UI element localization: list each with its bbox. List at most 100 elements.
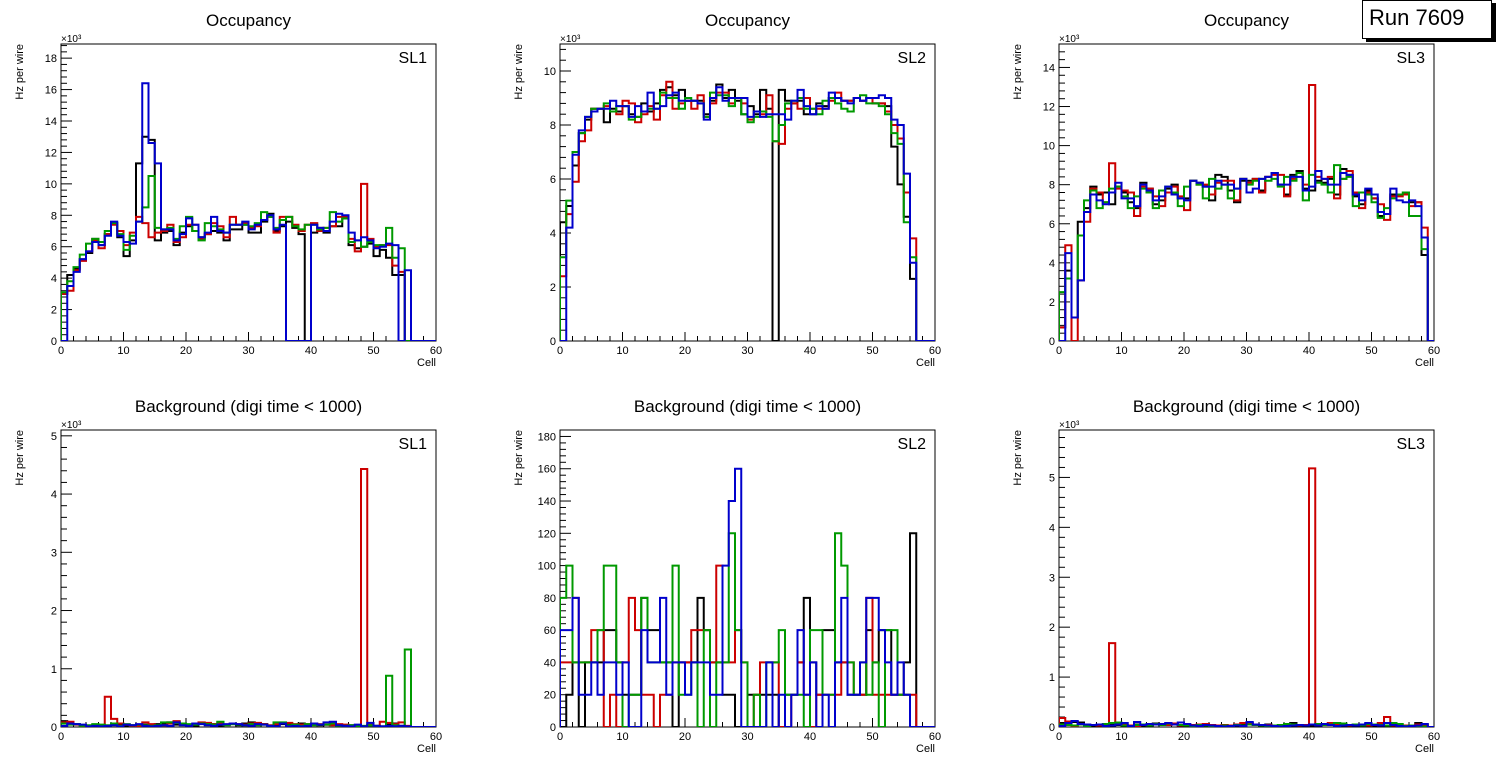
y-exponent-label: ×10³: [1059, 420, 1080, 431]
series-layer4: [1059, 170, 1434, 341]
x-tick-label: 50: [367, 731, 379, 743]
series-layer4: [1059, 720, 1434, 727]
y-tick-label: 0: [550, 336, 556, 348]
superlayer-label: SL3: [1397, 436, 1426, 453]
y-axis-label: Hz per wire: [1012, 430, 1024, 486]
y-tick-label: 6: [550, 174, 556, 186]
y-tick-label: 14: [45, 116, 57, 128]
x-tick-label: 0: [58, 731, 64, 743]
histogram-panel-sl2-background: Background (digi time < 1000) 0 10 20 30 40 50…: [513, 397, 941, 755]
y-tick-label: 40: [544, 657, 556, 669]
x-tick-label: 50: [866, 731, 878, 743]
x-tick-label: 10: [1115, 345, 1127, 357]
y-tick-label: 0: [1049, 722, 1055, 734]
x-axis-label: Cell: [916, 743, 935, 755]
y-tick-label: 4: [1049, 258, 1055, 270]
x-tick-label: 60: [929, 731, 941, 743]
x-tick-label: 0: [557, 731, 563, 743]
y-exponent-label: ×10³: [560, 34, 581, 45]
run-number-box: Run 7609: [1362, 0, 1492, 39]
x-tick-label: 50: [367, 345, 379, 357]
x-tick-label: 10: [117, 345, 129, 357]
y-tick-label: 0: [51, 722, 57, 734]
series-layer3: [61, 648, 436, 727]
x-tick-label: 20: [1178, 731, 1190, 743]
y-tick-label: 140: [538, 496, 556, 508]
x-tick-label: 30: [1240, 731, 1252, 743]
y-tick-label: 4: [51, 489, 57, 501]
x-tick-label: 10: [1115, 731, 1127, 743]
y-axis-label: Hz per wire: [14, 430, 26, 486]
y-exponent-label: ×10³: [61, 34, 82, 45]
x-tick-label: 20: [679, 345, 691, 357]
x-tick-label: 20: [679, 731, 691, 743]
x-tick-label: 30: [1240, 345, 1252, 357]
y-tick-label: 20: [544, 690, 556, 702]
y-tick-label: 2: [51, 606, 57, 618]
y-tick-label: 3: [1049, 572, 1055, 584]
y-axis-label: Hz per wire: [14, 44, 26, 100]
y-tick-label: 16: [45, 85, 57, 97]
x-tick-label: 30: [741, 345, 753, 357]
x-tick-label: 30: [242, 345, 254, 357]
superlayer-label: SL2: [898, 50, 927, 67]
x-axis-label: Cell: [417, 357, 436, 369]
y-axis-label: Hz per wire: [1012, 44, 1024, 100]
y-tick-label: 160: [538, 464, 556, 476]
x-tick-label: 50: [1365, 731, 1377, 743]
y-axis-label: Hz per wire: [513, 44, 525, 100]
run-number-label: Run 7609: [1369, 5, 1465, 30]
y-tick-label: 6: [51, 242, 57, 254]
y-tick-label: 80: [544, 593, 556, 605]
x-tick-label: 0: [1056, 345, 1062, 357]
x-tick-label: 60: [929, 345, 941, 357]
x-tick-label: 30: [741, 731, 753, 743]
plot-frame: [559, 43, 936, 342]
series-layer4: [61, 82, 436, 341]
y-tick-label: 120: [538, 528, 556, 540]
y-tick-label: 1: [1049, 672, 1055, 684]
y-tick-label: 1: [51, 664, 57, 676]
x-tick-label: 40: [1303, 345, 1315, 357]
x-tick-label: 20: [180, 731, 192, 743]
series-layer2: [1059, 467, 1434, 727]
x-tick-label: 60: [430, 731, 442, 743]
series-layer2: [61, 468, 436, 727]
x-tick-label: 30: [242, 731, 254, 743]
plot-frame: [60, 429, 437, 728]
y-tick-label: 4: [550, 228, 556, 240]
histogram-panel-sl3-background: Background (digi time < 1000)0 10 20 30 40 50…: [1012, 397, 1440, 755]
series-layer4: [61, 720, 436, 727]
x-tick-label: 10: [616, 731, 628, 743]
x-axis-label: Cell: [1415, 743, 1434, 755]
y-tick-label: 2: [51, 305, 57, 317]
x-tick-label: 40: [305, 345, 317, 357]
x-tick-label: 40: [804, 731, 816, 743]
y-tick-label: 10: [544, 66, 556, 78]
x-tick-label: 40: [305, 731, 317, 743]
y-tick-label: 2: [1049, 297, 1055, 309]
y-tick-label: 12: [45, 147, 57, 159]
y-exponent-label: ×10³: [61, 420, 82, 431]
y-axis-label: Hz per wire: [513, 430, 525, 486]
x-tick-label: 40: [804, 345, 816, 357]
y-tick-label: 0: [1049, 336, 1055, 348]
x-tick-label: 40: [1303, 731, 1315, 743]
panel-title: Background (digi time < 1000): [1133, 397, 1360, 416]
series-layer4: [560, 86, 935, 341]
plot-frame: [60, 43, 437, 342]
series-layer1: [61, 135, 436, 341]
series-layer2: [61, 182, 436, 341]
x-axis-label: Cell: [916, 357, 935, 369]
superlayer-label: SL1: [399, 50, 428, 67]
x-tick-label: 10: [117, 731, 129, 743]
x-tick-label: 0: [1056, 731, 1062, 743]
panel-title: Background (digi time < 1000): [634, 397, 861, 416]
panel-title: Occupancy: [1204, 11, 1290, 30]
y-tick-label: 5: [1049, 472, 1055, 484]
x-tick-label: 60: [430, 345, 442, 357]
y-tick-label: 0: [51, 336, 57, 348]
